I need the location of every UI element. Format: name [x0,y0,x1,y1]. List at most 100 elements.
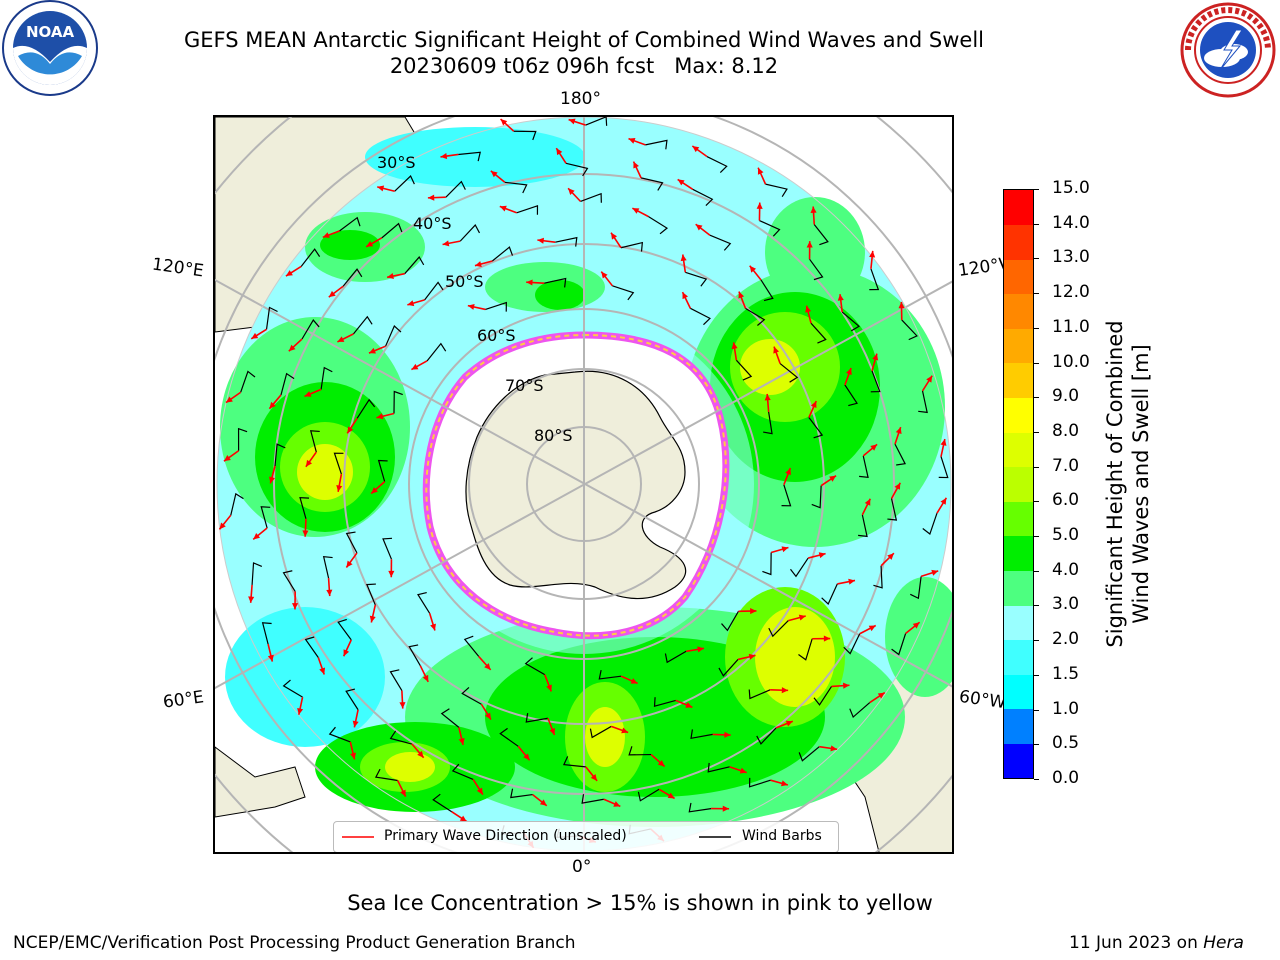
wave-direction-legend-label: Primary Wave Direction (unscaled) [384,828,627,844]
wind-barb [685,271,708,287]
wave-arrow-head [868,625,876,632]
wave-arrow-head [350,752,357,760]
wind-barb [858,514,868,538]
wind-barb [653,697,676,707]
wind-barb [821,583,838,605]
wave-arrow-head [253,533,261,540]
wind-barb [887,498,898,521]
wind-barb [345,688,359,711]
wind-barb [813,224,829,246]
wave-arrow-head [474,261,482,268]
wind-barb [356,398,376,419]
wave-arrow-head [894,482,901,490]
wind-barb [562,756,586,768]
wave-arrow-head [458,738,465,745]
wind-barb [811,485,822,509]
wave-arrow-head [667,792,675,799]
wave-arrow-head [430,623,436,631]
colorbar-tick-label: 13.0 [1052,247,1090,268]
wave-arrow-head [630,678,638,684]
wave-arrow-head [476,787,483,795]
wave-arrow-head [739,767,747,774]
wave-arrow-head [785,468,791,476]
wave-arrow-head [724,731,731,738]
wave-arrow-head [467,303,475,310]
wind-barb [274,443,286,467]
lon-label-120e: 120°E [150,254,205,282]
colorbar-tick-label: 12.0 [1052,282,1090,303]
wind-barb [261,622,272,645]
colorbar-tick-label: 11.0 [1052,316,1090,337]
wave-arrow-head [757,167,764,175]
colorbar-segment [1004,535,1033,571]
wind-barb [585,117,608,126]
wind-barb [922,513,938,536]
wind-barb [432,793,453,813]
wave-arrow-head [870,444,878,451]
wind-barb [628,746,652,756]
wind-barb [525,713,549,723]
wave-arrow-head [490,170,498,178]
wind-barb [299,496,310,519]
wind-barb [849,702,871,719]
wave-arrow-head [427,194,435,201]
wind-barb [524,657,546,676]
wave-arrow-head [499,205,507,212]
wave-arrow-head [292,603,299,610]
wave-arrow-head [818,552,826,559]
wind-barb [790,557,809,578]
wave-arrow-head [400,789,406,797]
wind-barb [461,687,482,705]
wave-arrow-head [347,426,354,434]
wave-arrow-head [440,153,448,160]
wind-barb [342,268,363,287]
wave-arrow-head [722,805,730,812]
wave-arrow-head [731,342,738,350]
wave-arrow-head [872,353,879,361]
antarctica [465,370,687,600]
wave-arrow-head [764,393,771,401]
colorbar-tick-label: 7.0 [1052,455,1080,476]
wave-arrow-head [387,273,394,280]
wind-barb [320,366,333,390]
wave-arrow-head [371,487,378,494]
wind-barb [589,725,612,739]
wave-arrow-head [912,622,920,629]
wind-barb [510,788,533,799]
colorbar-tick-mark [1034,223,1039,225]
wave-arrow-head [251,332,259,339]
wave-arrow-head [748,653,756,660]
wave-arrow-head [685,702,693,708]
wave-arrow-head [692,145,700,153]
lat-label-50s: 50°S [445,272,484,291]
svg-text:NOAA: NOAA [26,23,75,41]
wave-arrow-head [749,265,757,273]
wind-barb [918,390,928,414]
wind-barb [337,618,352,641]
colorbar-tick-mark [1034,605,1039,607]
wave-arrow-head [621,727,629,734]
wind-barb [459,224,481,242]
colorbar-tick-mark [1034,258,1039,260]
wave-arrow-head [931,569,939,576]
wave-arrow-head [407,300,415,307]
wind-barb [891,633,907,656]
wave-arrow-head [411,363,419,370]
wave-arrow-head [632,208,640,214]
colorbar-segment [1004,259,1033,295]
wave-arrow-head [781,546,789,553]
wind-barb [408,644,421,667]
wind-barb [309,430,320,453]
noaa-logo: NOAA [0,0,100,100]
colorbar-tick-mark [1034,779,1039,780]
wind-barb [282,679,303,698]
wind-barb [426,342,447,362]
colorbar-segment [1004,362,1033,399]
wind-barb [718,659,739,677]
colorbar-tick-mark [1034,536,1039,538]
wind-barb [451,763,474,780]
colorbar-tick-label: 10.0 [1052,351,1090,372]
wind-barb [394,175,415,192]
wind-barb [690,729,713,740]
colorbar-tick-mark [1034,570,1039,572]
